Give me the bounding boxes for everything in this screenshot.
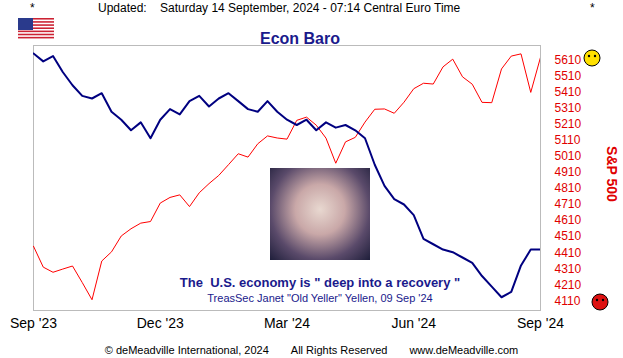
svg-text:4510: 4510	[555, 229, 582, 243]
svg-text:4310: 4310	[555, 262, 582, 276]
html-text:Econ Baro: Econ Baro	[260, 30, 340, 47]
html-text:© deMeadville International, 2: © deMeadville International, 2024	[104, 344, 269, 356]
svg-text:Sep '23: Sep '23	[10, 315, 57, 331]
svg-text:4210: 4210	[555, 278, 582, 292]
svg-text:4610: 4610	[555, 213, 582, 227]
svg-text:Dec '23: Dec '23	[137, 315, 184, 331]
html-text:The U.S. economy is " deep int: The U.S. economy is " deep into a recove…	[179, 275, 461, 290]
svg-text:5510: 5510	[555, 69, 582, 83]
svg-text:4710: 4710	[555, 197, 582, 211]
svg-text:4410: 4410	[555, 246, 582, 260]
svg-text:Sep '24: Sep '24	[517, 315, 564, 331]
svg-text:4810: 4810	[555, 181, 582, 195]
html-text:S&P 500: S&P 500	[604, 146, 620, 202]
html-text:TreasSec Janet "Old Yeller" Ye: TreasSec Janet "Old Yeller" Yellen, 09 S…	[207, 292, 433, 304]
html-text:Updated: Saturday 14 September: Updated: Saturday 14 September, 2024 - 0…	[98, 1, 461, 15]
svg-text:5310: 5310	[555, 101, 582, 115]
svg-text:5610: 5610	[555, 53, 582, 67]
svg-text:5110: 5110	[555, 133, 581, 147]
svg-text:5410: 5410	[555, 85, 582, 99]
svg-text:4110: 4110	[555, 294, 581, 308]
html-text:All Rights Reserved: All Rights Reserved	[290, 344, 388, 356]
svg-text:5010: 5010	[555, 149, 582, 163]
svg-text:Mar '24: Mar '24	[264, 315, 310, 331]
svg-text:Jun '24: Jun '24	[391, 315, 436, 331]
svg-text:4910: 4910	[555, 165, 582, 179]
html-text:www.deMeadville.com: www.deMeadville.com	[409, 344, 519, 356]
svg-text:5210: 5210	[555, 117, 582, 131]
